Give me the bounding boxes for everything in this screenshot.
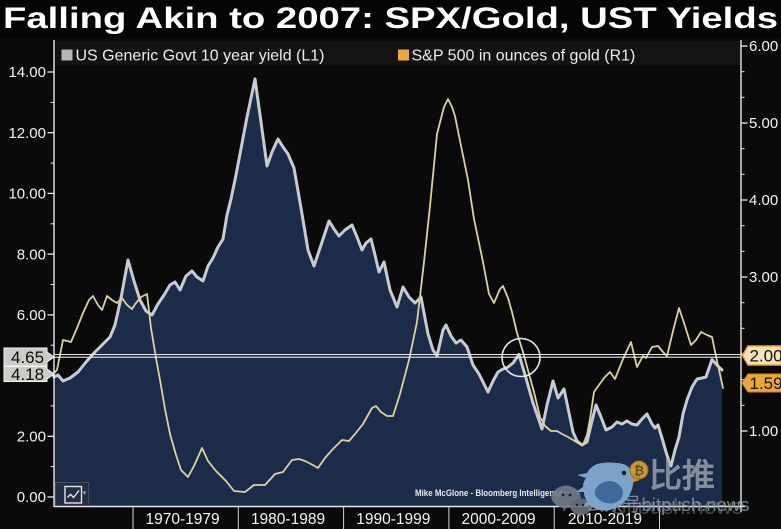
svg-text:₿: ₿ <box>634 464 644 478</box>
svg-text:8.00: 8.00 <box>17 246 46 263</box>
svg-text:4.00: 4.00 <box>749 192 778 209</box>
svg-text:1.00: 1.00 <box>749 423 778 440</box>
svg-text:1990-1999: 1990-1999 <box>356 511 430 528</box>
svg-text:US Generic Govt 10 year yield: US Generic Govt 10 year yield (L1) <box>76 48 325 65</box>
svg-text:2000-2009: 2000-2009 <box>462 511 536 528</box>
svg-text:比推: 比推 <box>649 457 715 494</box>
svg-text:2010-2019: 2010-2019 <box>568 511 642 528</box>
svg-text:5.00: 5.00 <box>749 115 778 132</box>
svg-text:6.00: 6.00 <box>749 38 778 55</box>
svg-text:4.65: 4.65 <box>11 348 44 367</box>
svg-text:6.00: 6.00 <box>17 307 46 324</box>
svg-text:1970-1979: 1970-1979 <box>146 511 220 528</box>
svg-text:1980-1989: 1980-1989 <box>251 511 325 528</box>
svg-text:2.00: 2.00 <box>17 429 46 446</box>
svg-text:Bitpush.news: Bitpush.news <box>612 494 743 519</box>
svg-text:4.18: 4.18 <box>11 365 44 384</box>
svg-text:S&P 500 in ounces of gold (R1): S&P 500 in ounces of gold (R1) <box>412 48 636 65</box>
svg-text:0.00: 0.00 <box>17 489 46 506</box>
svg-text:Falling Akin to 2007: SPX/Gold: Falling Akin to 2007: SPX/Gold, UST Yiel… <box>3 2 778 35</box>
svg-text:1.59: 1.59 <box>750 374 781 393</box>
svg-text:Mike McGlone - Bloomberg Intel: Mike McGlone - Bloomberg Intelligence <box>415 488 563 498</box>
svg-text:3.00: 3.00 <box>749 269 778 286</box>
svg-text:2.00: 2.00 <box>750 347 781 366</box>
svg-text:12.00: 12.00 <box>8 125 46 142</box>
svg-text:14.00: 14.00 <box>8 64 46 81</box>
svg-text:公众号bitpush.news: 公众号bitpush.news <box>586 494 749 515</box>
svg-text:10.00: 10.00 <box>8 186 46 203</box>
